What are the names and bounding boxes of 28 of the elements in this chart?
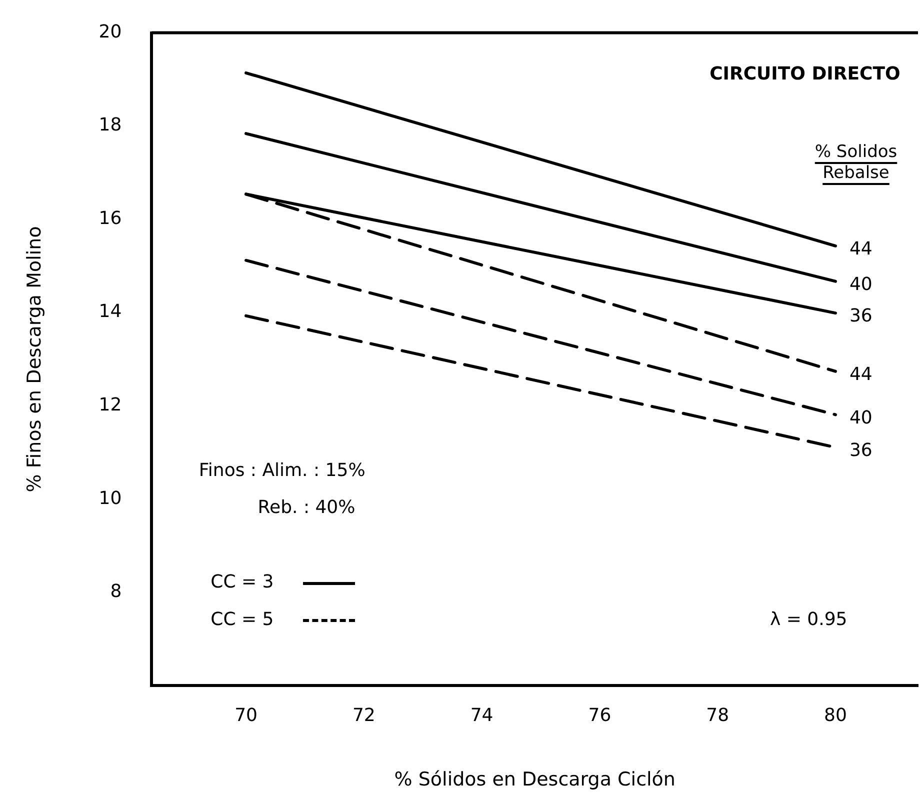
series-label: 40 [849, 274, 872, 295]
y-tick-label: 12 [98, 394, 122, 416]
x-tick-label: 70 [234, 705, 258, 726]
y-tick-label: 8 [110, 581, 122, 602]
annotation: CC = 3 [210, 572, 274, 593]
annotation: Finos : Alim. : 15% [198, 460, 366, 481]
legend-title: % Solidos Rebalse [814, 142, 898, 184]
y-tick-label: 10 [98, 488, 122, 509]
series-label: 44 [849, 238, 872, 260]
series-label: 40 [849, 407, 872, 428]
x-tick-label: 80 [824, 705, 847, 726]
annotation: CC = 5 [210, 608, 274, 630]
y-tick-label: 20 [98, 21, 122, 42]
y-tick-label: 16 [98, 208, 122, 229]
series-label: 44 [849, 364, 872, 385]
x-tick-label: 76 [588, 705, 612, 726]
series-label: 36 [849, 306, 872, 327]
x-tick-label: 74 [470, 705, 494, 726]
x-tick-label: 72 [352, 705, 376, 726]
y-tick-label: 14 [98, 301, 122, 322]
series-label: 36 [849, 440, 872, 461]
y-tick-label: 18 [98, 114, 122, 136]
x-axis-title: % Sólidos en Descarga Ciclón [394, 768, 676, 791]
annotation: λ = 0.95 [770, 608, 848, 630]
y-axis-title: % Finos en Descarga Molino [23, 226, 46, 492]
x-tick-label: 78 [706, 705, 730, 726]
annotation: CIRCUITO DIRECTO [710, 63, 900, 84]
annotation: Reb. : 40% [258, 497, 356, 518]
